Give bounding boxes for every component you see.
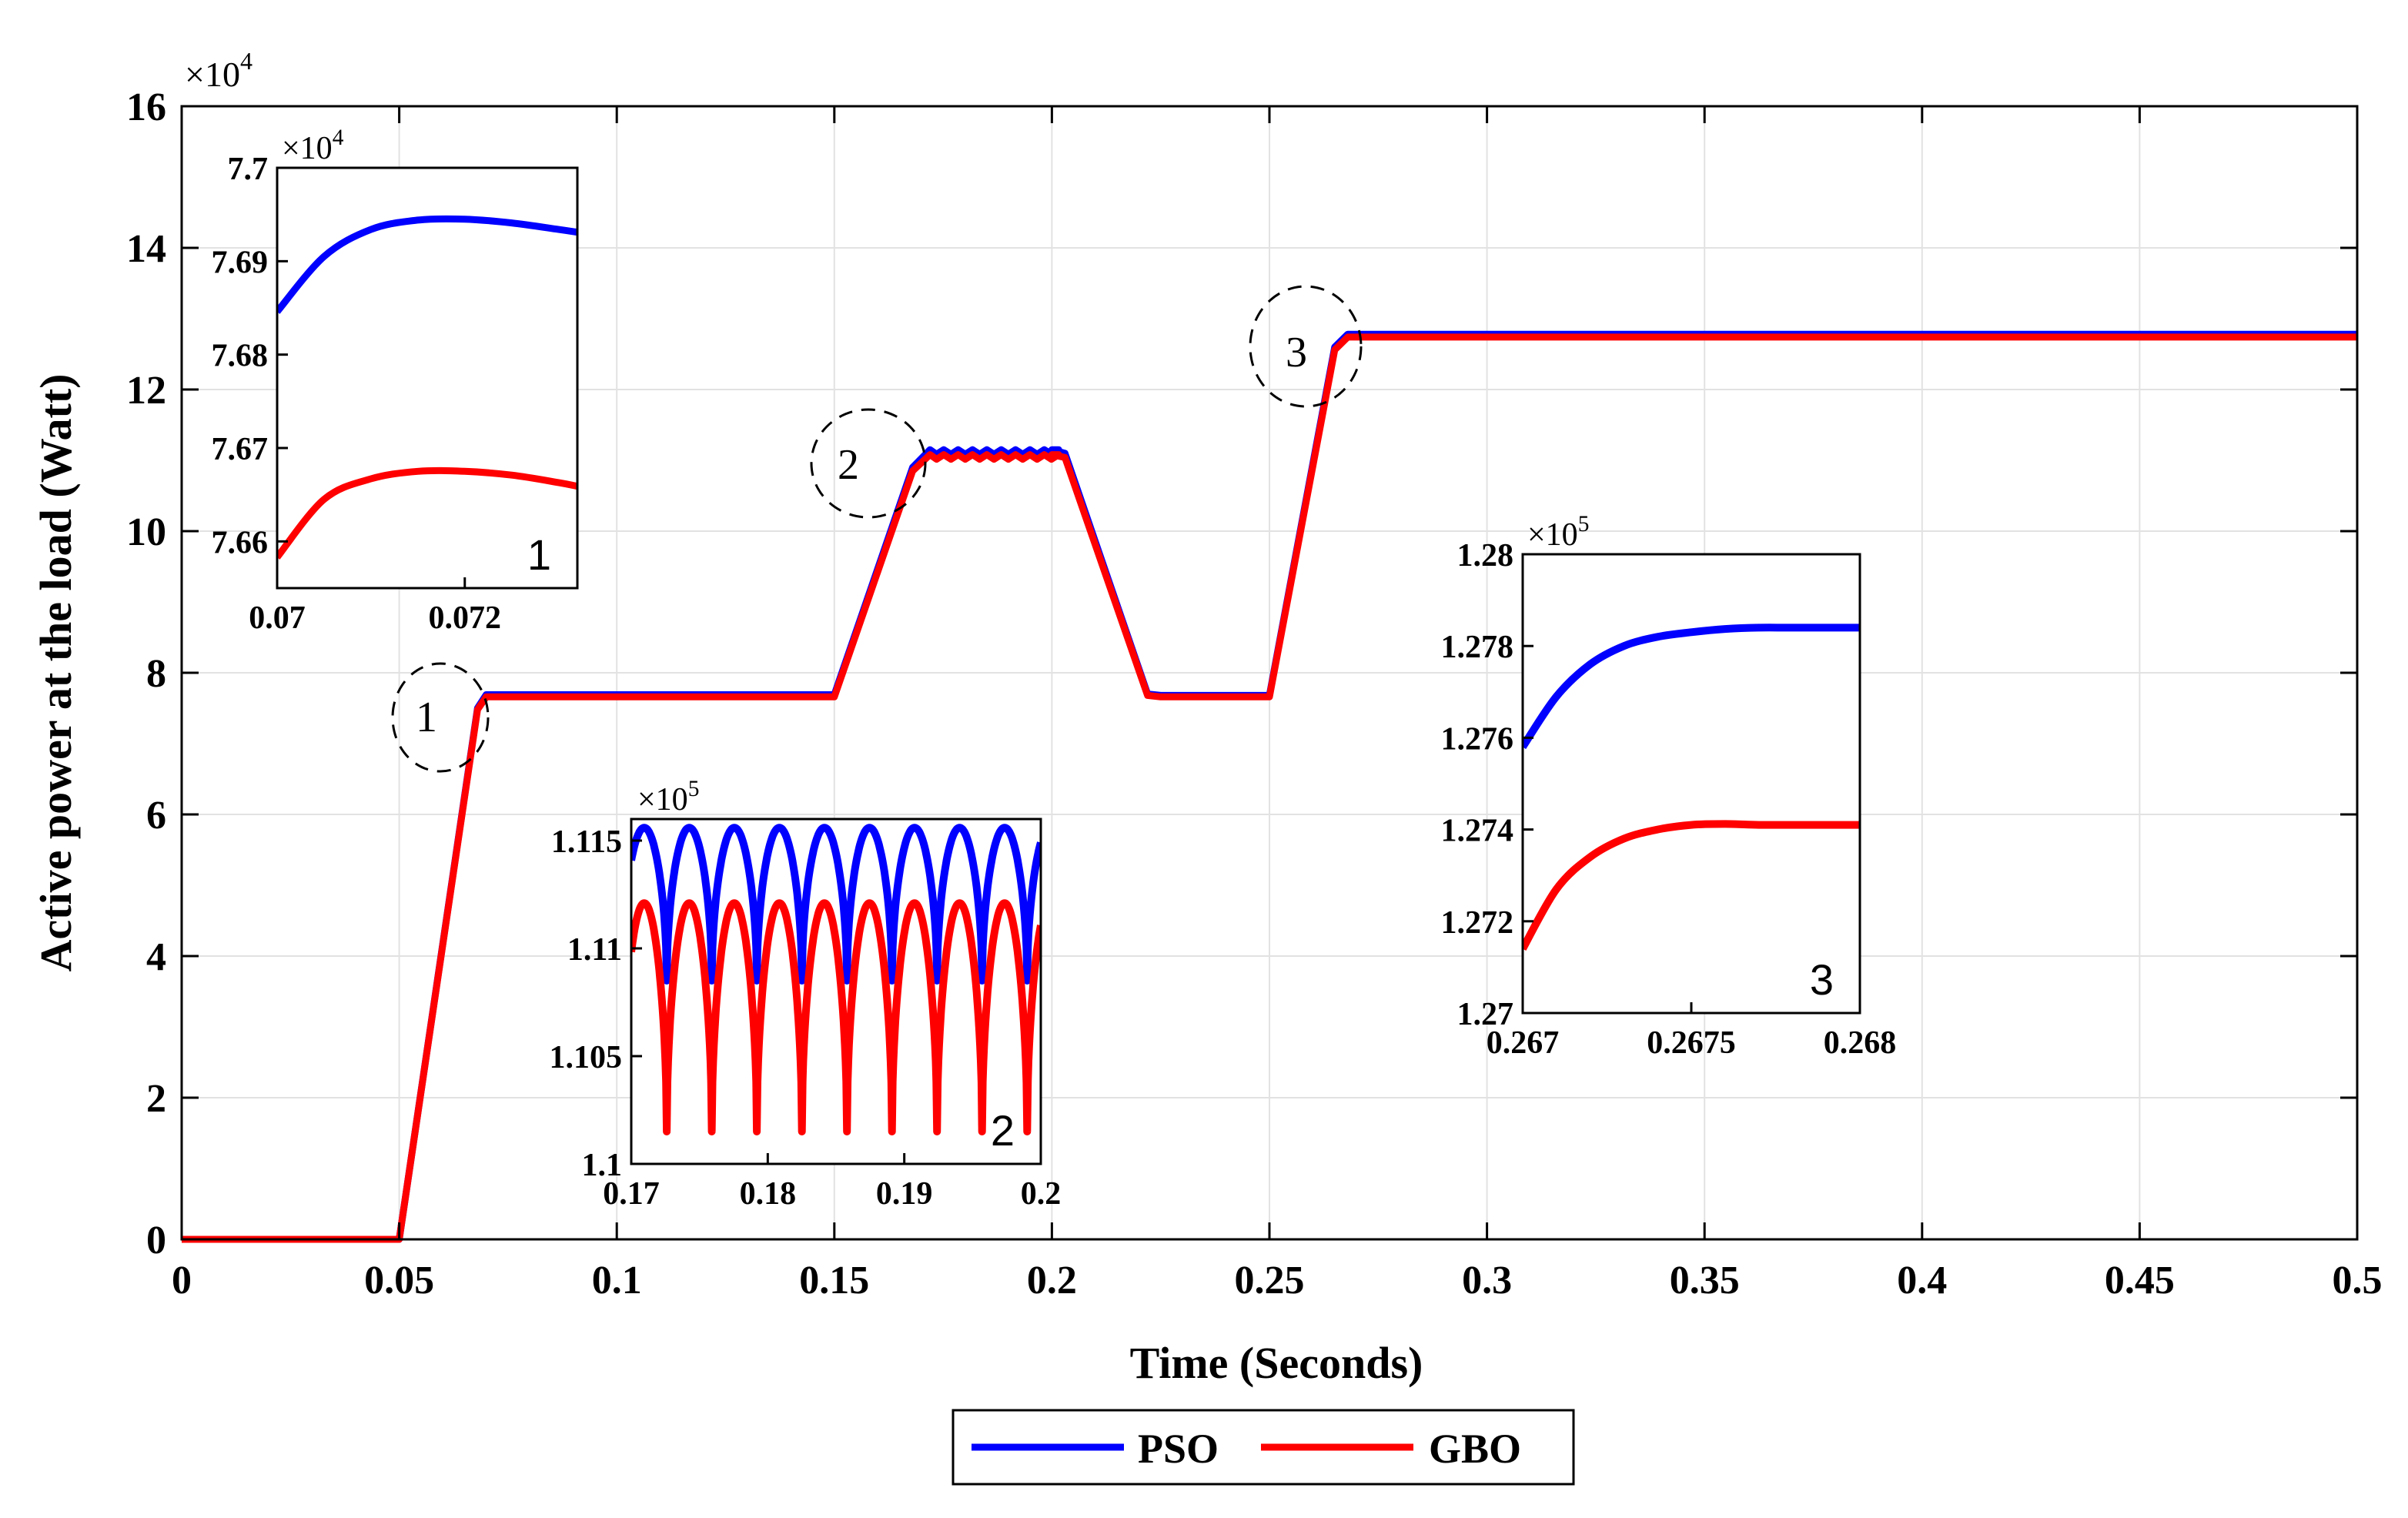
main-series [182,330,2357,1243]
y-axis-label: Active power at the load (Watt) [31,374,81,972]
inset-2-x-tick-label: 0.19 [876,1176,933,1212]
x-tick-label: 0.05 [364,1259,434,1302]
y-tick-label: 6 [146,794,166,838]
y-tick-label: 14 [126,227,166,271]
x-tick-label: 0.45 [2105,1259,2175,1302]
inset-1-y-tick-label: 7.7 [228,152,269,187]
inset-1-x-tick-label: 0.07 [249,600,306,636]
inset-3-label: 3 [1810,955,1834,1004]
inset-1-y-tick-label: 7.69 [212,245,269,280]
zoom-marker-1-label: 1 [416,694,437,741]
zoom-marker-3-label: 3 [1286,329,1307,376]
inset-3-y-tick-label: 1.27 [1457,997,1514,1032]
inset-2-line-gbo [631,899,1041,1135]
inset-3-multiplier: ×105 [1527,512,1589,553]
inset-2-label: 2 [991,1106,1015,1155]
inset-1-line-pso [277,215,577,314]
y-tick-label: 2 [146,1077,166,1121]
inset-1-series [277,215,577,560]
main-y-multiplier: ×104 [185,47,253,94]
inset-2-x-tick-label: 0.18 [740,1176,797,1212]
inset-3-y-tick-label: 1.278 [1441,630,1514,665]
inset-3-line-pso [1523,624,1860,750]
inset-1-y-tick-label: 7.68 [212,339,269,374]
main-ticks [180,105,2359,1241]
inset-3-x-tick-label: 0.2675 [1647,1025,1736,1061]
inset-2-frame [630,818,1042,1165]
inset-3-y-tick-label: 1.28 [1457,538,1514,573]
inset-2-y-tick-label: 1.1 [582,1148,623,1183]
inset-3-y-tick-label: 1.274 [1441,814,1514,849]
inset-1-frame [276,166,579,590]
legend: PSO GBO [951,1409,1575,1486]
inset-2-line-pso [631,824,1041,985]
inset-1-y-tick-label: 7.67 [212,432,269,467]
legend-label-pso: PSO [1138,1426,1219,1472]
inset-1-x-tick-label: 0.072 [429,600,502,636]
inset-3-x-tick-label: 0.267 [1487,1025,1560,1061]
y-tick-label: 10 [126,510,166,554]
inset-2-series [631,824,1041,1135]
x-tick-label: 0.5 [2333,1259,2383,1302]
legend-label-gbo: GBO [1429,1426,1521,1472]
inset-3-y-tick-label: 1.272 [1441,905,1514,941]
inset-1-label: 1 [527,530,551,579]
x-axis-label: Time (Seconds) [1130,1338,1423,1388]
inset-1-line-gbo [277,466,577,560]
x-tick-label: 0.2 [1027,1259,1077,1302]
main-tick-labels: 0 0.05 0.1 0.15 0.2 0.25 0.3 0.35 0.4 0.45 0.5 0 2 4 6… [126,85,2383,1302]
y-tick-label: 16 [126,85,166,129]
inset-1: 0.07 0.072 7.66 7.67 7.68 7.69 7.7 ×104 1 [212,125,579,636]
y-tick-label: 0 [146,1219,166,1262]
inset-2-x-tick-label: 0.2 [1021,1176,1062,1212]
x-tick-label: 0 [172,1259,192,1302]
x-tick-label: 0.15 [799,1259,869,1302]
inset-2-y-tick-label: 1.11 [567,932,622,968]
inset-1-multiplier: ×104 [282,125,344,166]
x-tick-label: 0.25 [1235,1259,1305,1302]
inset-3-y-tick-label: 1.276 [1441,721,1514,757]
inset-3: 0.267 0.2675 0.268 1.27 1.272 1.274 1.276 1.278… [1441,512,1897,1061]
zoom-marker-2-label: 2 [838,441,859,489]
inset-2: 0.17 0.18 0.19 0.2 1.1 1.105 1.11 1.115 ×105 2 [550,777,1062,1212]
y-tick-label: 12 [126,369,166,413]
inset-3-line-gbo [1523,820,1860,951]
inset-2-y-tick-label: 1.105 [550,1040,623,1075]
inset-2-x-tick-label: 0.17 [603,1176,660,1212]
zoom-marker-2: 2 [810,408,927,519]
y-tick-label: 8 [146,652,166,696]
inset-3-area [1523,554,1860,1013]
inset-2-multiplier: ×105 [637,777,699,818]
inset-1-area [277,168,577,588]
zoom-marker-1: 1 [391,662,490,773]
inset-3-series [1523,624,1860,951]
inset-2-y-tick-label: 1.115 [551,824,622,860]
zoom-marker-3: 3 [1249,285,1363,408]
x-tick-label: 0.3 [1462,1259,1512,1302]
series-line-gbo [182,333,2357,1243]
y-tick-label: 4 [146,935,166,979]
x-tick-label: 0.35 [1670,1259,1740,1302]
inset-1-y-tick-label: 7.66 [212,525,269,560]
inset-3-x-tick-label: 0.268 [1824,1025,1897,1061]
x-tick-label: 0.1 [592,1259,642,1302]
x-tick-label: 0.4 [1897,1259,1947,1302]
